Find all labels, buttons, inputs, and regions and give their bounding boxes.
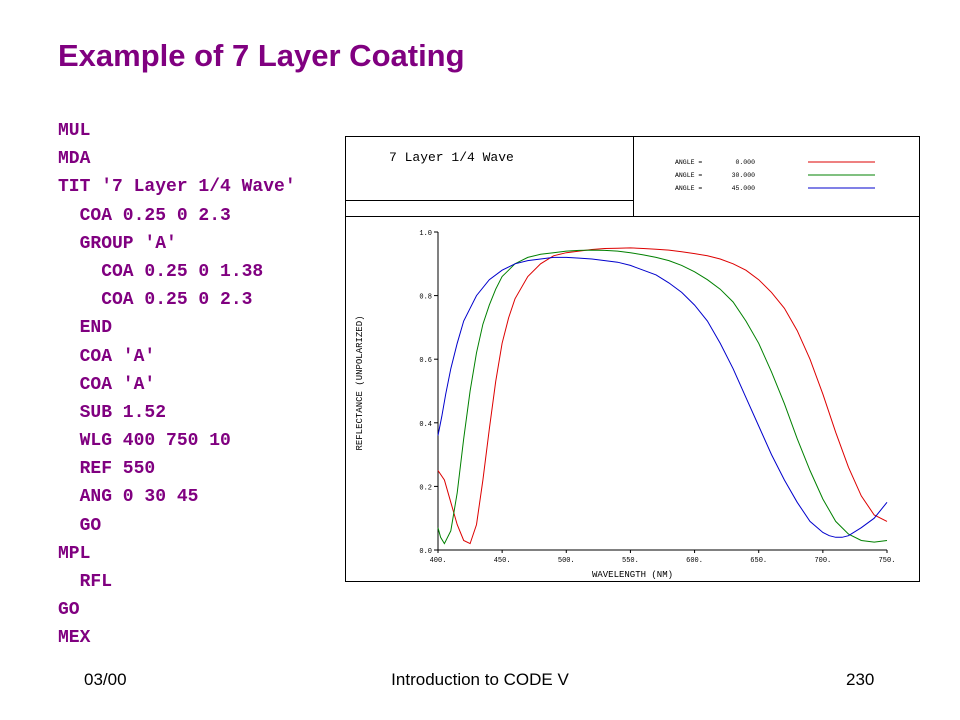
code-line: END	[58, 318, 113, 339]
y-axis-label: REFLECTANCE (UNPOLARIZED)	[355, 315, 365, 450]
code-line: COA 0.25 0 2.3	[58, 205, 231, 226]
legend-label: ANGLE =	[675, 185, 702, 192]
axes: 0.0 0.2 0.4 0.6 0.8 1.0 400. 450. 500. 550. 600. 65…	[355, 230, 895, 580]
code-line: COA 0.25 0 2.3	[58, 290, 253, 311]
legend-value: 0.000	[735, 159, 755, 166]
reflectance-plot: 7 Layer 1/4 Wave ANGLE = 0.000 ANGLE = 30.0…	[345, 136, 920, 582]
x-tick-label: 650.	[750, 557, 767, 565]
code-line: TIT '7 Layer 1/4 Wave'	[58, 177, 296, 198]
footer-title: Introduction to CODE V	[391, 670, 569, 689]
y-tick-label: 1.0	[419, 230, 432, 238]
footer-page-number: 230	[846, 670, 875, 689]
code-line: GROUP 'A'	[58, 233, 177, 254]
x-axis-label: WAVELENGTH (NM)	[592, 570, 673, 580]
series-line-1	[437, 249, 888, 545]
x-tick-label: 700.	[814, 557, 831, 565]
series-line-0	[437, 247, 888, 545]
x-tick-label: 450.	[494, 557, 511, 565]
legend: ANGLE = 0.000 ANGLE = 30.000 ANGLE = 45.000	[675, 159, 875, 192]
y-tick-label: 0.0	[419, 548, 432, 556]
code-line: MDA	[58, 149, 91, 170]
x-tick-label: 400.	[430, 557, 447, 565]
code-line: COA 'A'	[58, 374, 156, 395]
code-line: REF 550	[58, 459, 156, 480]
slide-title: Example of 7 Layer Coating	[58, 38, 465, 73]
series-lines	[437, 247, 888, 545]
code-line: ANG 0 30 45	[58, 487, 199, 508]
y-tick-label: 0.2	[419, 484, 432, 492]
x-tick-label: 750.	[879, 557, 896, 565]
code-line: GO	[58, 600, 80, 621]
x-tick-label: 550.	[622, 557, 639, 565]
y-tick-label: 0.4	[419, 421, 432, 429]
code-line: COA 'A'	[58, 346, 156, 367]
x-tick-label: 600.	[686, 557, 703, 565]
series-line-2	[437, 256, 888, 538]
code-line: COA 0.25 0 1.38	[58, 261, 264, 282]
legend-label: ANGLE =	[675, 172, 702, 179]
legend-value: 45.000	[732, 185, 756, 192]
footer-date: 03/00	[84, 670, 127, 689]
x-tick-label: 500.	[558, 557, 575, 565]
legend-label: ANGLE =	[675, 159, 702, 166]
plot-border	[345, 136, 920, 582]
code-line: MPL	[58, 543, 91, 564]
code-line: MEX	[58, 628, 91, 649]
code-line: MUL	[58, 121, 91, 141]
code-line: GO	[58, 515, 102, 536]
y-tick-label: 0.8	[419, 294, 432, 302]
code-line: RFL	[58, 572, 113, 592]
legend-value: 30.000	[732, 172, 756, 179]
plot-title: 7 Layer 1/4 Wave	[389, 150, 514, 165]
code-line: WLG 400 750 10	[58, 431, 231, 452]
code-line: SUB 1.52	[58, 402, 167, 423]
y-tick-label: 0.6	[419, 357, 432, 365]
code-listing: MUL MDA TIT '7 Layer 1/4 Wave' COA 0.25 0 …	[58, 117, 296, 653]
